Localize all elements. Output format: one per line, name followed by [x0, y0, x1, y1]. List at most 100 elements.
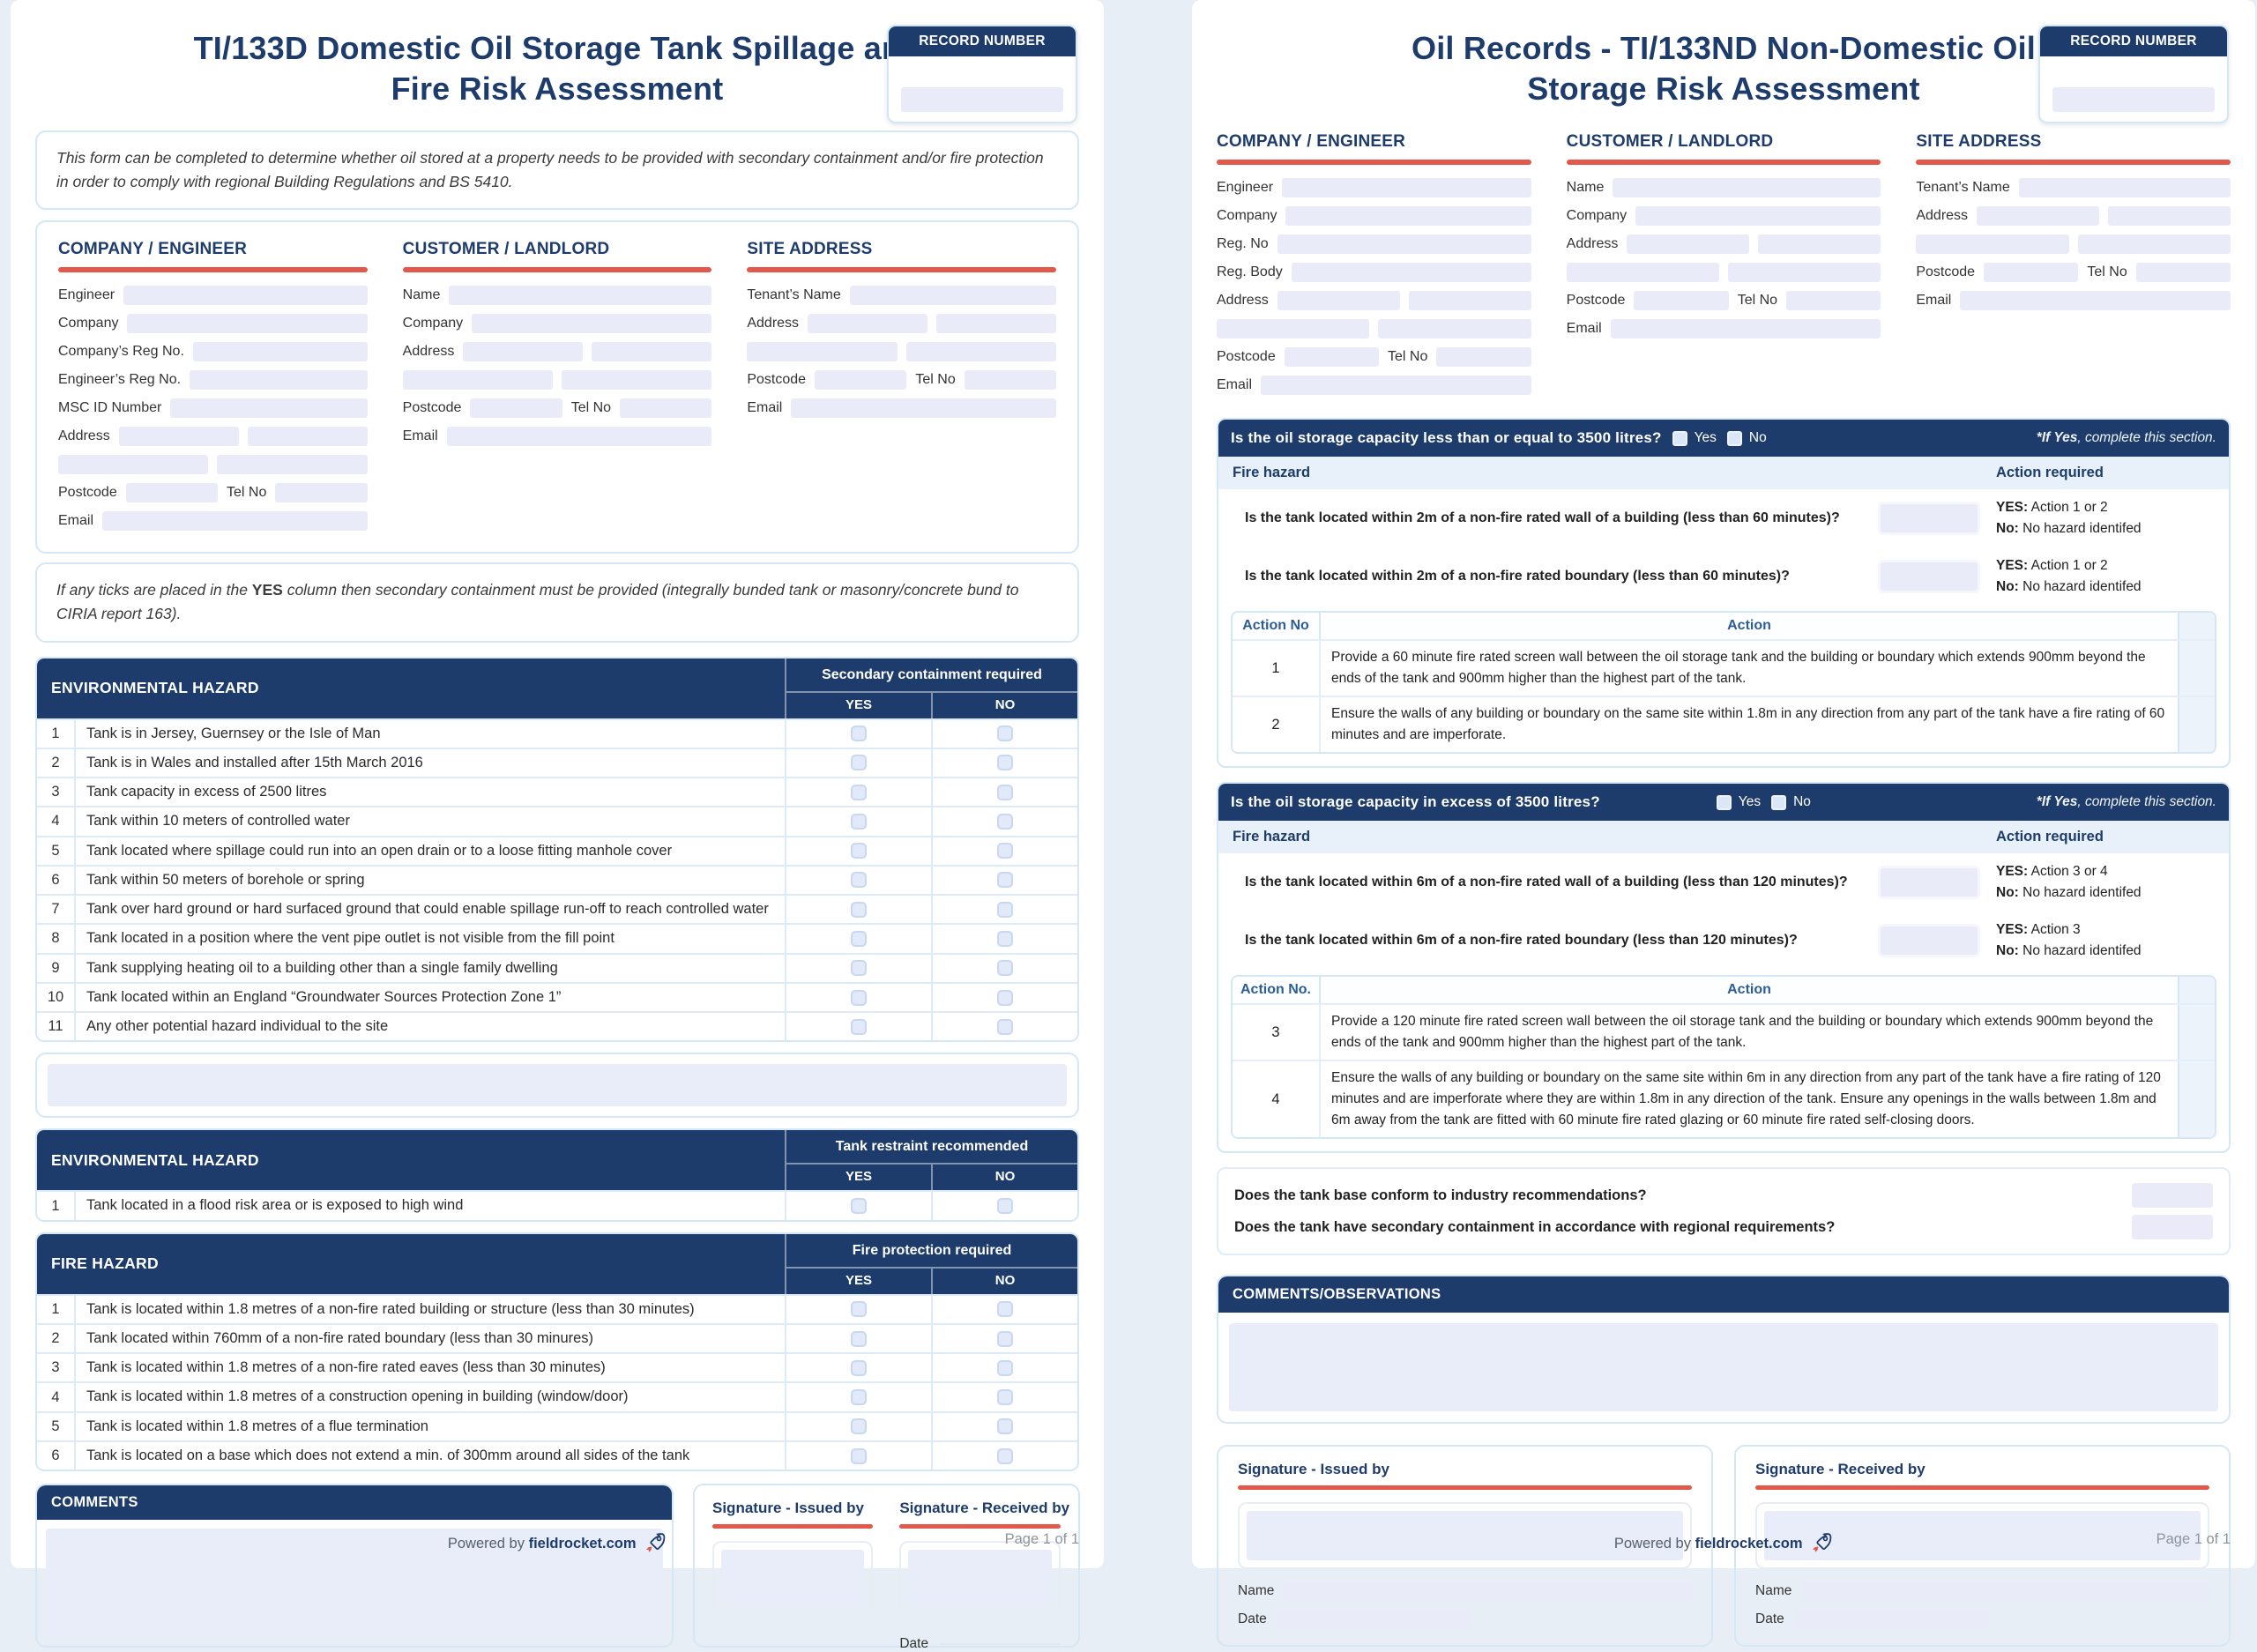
customer-address-input-4[interactable] — [562, 370, 712, 391]
yes-checkbox[interactable] — [851, 989, 867, 1006]
site-address-input-1[interactable] — [808, 314, 928, 334]
engineer-input[interactable] — [123, 286, 368, 306]
customer-address-input-4[interactable] — [1728, 263, 1881, 282]
yes-checkbox[interactable] — [851, 1418, 867, 1435]
no-checkbox[interactable] — [997, 726, 1013, 742]
customer-email-input[interactable] — [1610, 319, 1881, 339]
answer-input[interactable] — [1878, 560, 1980, 594]
tel-input[interactable] — [1436, 347, 1531, 367]
action-check-cell[interactable] — [2178, 641, 2215, 696]
yes-checkbox[interactable] — [851, 726, 867, 742]
customer-name-input[interactable] — [1613, 178, 1881, 197]
site-address-input-3[interactable] — [1916, 234, 2069, 254]
customer-postcode-input[interactable] — [1634, 291, 1729, 310]
no-checkbox[interactable] — [997, 843, 1013, 859]
no-checkbox[interactable] — [997, 901, 1013, 918]
customer-address-input-3[interactable] — [402, 370, 554, 391]
address-input-2[interactable] — [247, 427, 368, 447]
site-address-input-3[interactable] — [747, 342, 898, 362]
answer-input[interactable] — [2132, 1183, 2213, 1209]
record-number-input[interactable] — [2052, 87, 2215, 112]
action-check-cell[interactable] — [2178, 697, 2215, 753]
customer-tel-input[interactable] — [1786, 291, 1881, 310]
yes-checkbox[interactable] — [851, 755, 867, 771]
no-checkbox[interactable] — [997, 1330, 1013, 1347]
site-address-input-4[interactable] — [2077, 234, 2231, 254]
site-tel-input[interactable] — [964, 370, 1057, 391]
no-checkbox[interactable] — [997, 755, 1013, 771]
answer-input[interactable] — [1878, 924, 1980, 958]
yes-checkbox[interactable] — [851, 843, 867, 859]
no-checkbox[interactable] — [997, 813, 1013, 830]
address-input-3[interactable] — [58, 455, 209, 475]
yes-checkbox[interactable] — [851, 1198, 867, 1215]
yes-checkbox[interactable] — [1672, 430, 1687, 446]
comments-observations-textarea[interactable] — [1229, 1323, 2218, 1412]
no-checkbox[interactable] — [997, 930, 1013, 947]
no-checkbox[interactable] — [997, 784, 1013, 800]
no-checkbox[interactable] — [997, 1447, 1013, 1464]
company-input[interactable] — [127, 314, 368, 334]
engineer-input[interactable] — [1282, 178, 1531, 197]
postcode-input[interactable] — [1284, 347, 1380, 367]
no-checkbox[interactable] — [997, 1301, 1013, 1318]
site-email-input[interactable] — [791, 398, 1057, 419]
yes-checkbox[interactable] — [851, 930, 867, 947]
no-checkbox[interactable] — [997, 872, 1013, 889]
brand-link[interactable]: fieldrocket.com — [1695, 1536, 1803, 1552]
customer-address-input-2[interactable] — [1758, 234, 1881, 254]
date-line[interactable] — [939, 1643, 1061, 1646]
company-input[interactable] — [1285, 206, 1531, 226]
yes-checkbox[interactable] — [851, 901, 867, 918]
hazard-notes-textarea[interactable] — [48, 1064, 1067, 1107]
address-input-2[interactable] — [1408, 291, 1531, 310]
signature-issued-box[interactable] — [1238, 1502, 1692, 1570]
brand-link[interactable]: fieldrocket.com — [528, 1536, 637, 1552]
customer-tel-input[interactable] — [620, 398, 712, 419]
signature-issued-field[interactable] — [1247, 1511, 1683, 1561]
answer-input[interactable] — [1878, 866, 1980, 900]
site-address-input-2[interactable] — [2108, 206, 2231, 226]
customer-address-input-3[interactable] — [1566, 263, 1720, 282]
site-address-input-4[interactable] — [905, 342, 1057, 362]
no-checkbox[interactable] — [1726, 430, 1742, 446]
customer-company-input[interactable] — [1635, 206, 1881, 226]
no-checkbox[interactable] — [997, 1418, 1013, 1435]
customer-address-input-2[interactable] — [592, 342, 712, 362]
no-checkbox[interactable] — [997, 1389, 1013, 1406]
issued-name-input[interactable] — [1285, 1581, 1692, 1602]
no-checkbox[interactable] — [997, 1018, 1013, 1035]
yes-checkbox[interactable] — [851, 1447, 867, 1464]
no-checkbox[interactable] — [997, 1198, 1013, 1215]
site-postcode-input[interactable] — [815, 370, 907, 391]
reg-body-input[interactable] — [1291, 263, 1531, 282]
issued-date-input[interactable] — [1277, 1610, 1471, 1630]
no-checkbox[interactable] — [997, 1359, 1013, 1376]
customer-name-input[interactable] — [449, 286, 712, 306]
signature-received-box[interactable] — [1755, 1502, 2209, 1570]
yes-checkbox[interactable] — [851, 784, 867, 800]
customer-address-input-1[interactable] — [463, 342, 584, 362]
engineer-reg-input[interactable] — [190, 370, 368, 391]
record-number-input[interactable] — [901, 87, 1063, 112]
email-input[interactable] — [102, 511, 368, 532]
site-postcode-input[interactable] — [1984, 263, 2079, 282]
msc-id-input[interactable] — [170, 398, 368, 419]
action-check-cell[interactable] — [2178, 1005, 2215, 1060]
tenant-name-input[interactable] — [2018, 178, 2231, 197]
customer-postcode-input[interactable] — [470, 398, 562, 419]
tel-input[interactable] — [275, 483, 368, 503]
reg-no-input[interactable] — [1277, 234, 1531, 254]
received-name-input[interactable] — [1802, 1581, 2209, 1602]
yes-checkbox[interactable] — [851, 813, 867, 830]
address-input-1[interactable] — [118, 427, 239, 447]
yes-checkbox[interactable] — [851, 1389, 867, 1406]
yes-checkbox[interactable] — [851, 1301, 867, 1318]
site-address-input-2[interactable] — [936, 314, 1057, 334]
customer-company-input[interactable] — [472, 314, 712, 334]
address-input-4[interactable] — [1378, 319, 1531, 339]
tenant-name-input[interactable] — [849, 286, 1057, 306]
yes-checkbox[interactable] — [1716, 794, 1732, 810]
site-tel-input[interactable] — [2135, 263, 2231, 282]
address-input-3[interactable] — [1217, 319, 1370, 339]
